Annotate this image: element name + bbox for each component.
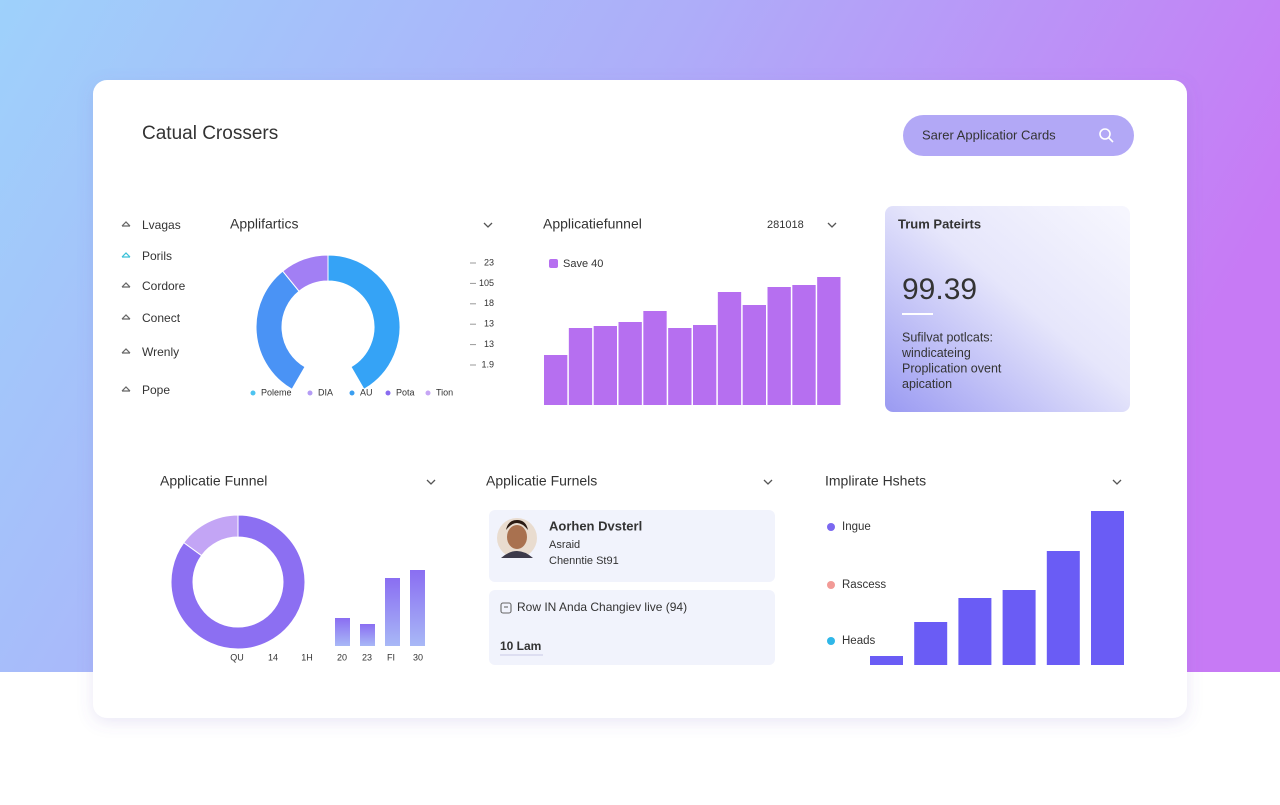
nav-item: Conect bbox=[142, 311, 181, 325]
person-name: Aorhen Dvsterl bbox=[549, 518, 642, 533]
panel-title: Applicatiefunnel bbox=[543, 216, 642, 232]
bar bbox=[792, 285, 816, 405]
item-card bbox=[489, 590, 775, 665]
bar bbox=[385, 578, 400, 646]
search-icon[interactable] bbox=[1099, 128, 1114, 143]
bar bbox=[693, 325, 717, 405]
tick-label: 18 bbox=[484, 298, 494, 308]
bar bbox=[870, 656, 903, 665]
nav-item: Pope bbox=[142, 383, 170, 397]
bar bbox=[568, 328, 593, 405]
bar bbox=[544, 355, 568, 405]
stat-value: 99.39 bbox=[902, 273, 977, 306]
bar bbox=[914, 622, 948, 665]
person-detail: Chenntie St91 bbox=[549, 555, 619, 567]
legend-swatch bbox=[549, 259, 558, 268]
person-card bbox=[489, 510, 775, 582]
ring-segment bbox=[183, 514, 239, 557]
nav-icon bbox=[121, 282, 131, 288]
bar bbox=[643, 311, 667, 405]
axis-label: 20 bbox=[337, 652, 347, 662]
legend-dot bbox=[827, 523, 835, 531]
bar bbox=[1046, 551, 1080, 665]
legend-dot bbox=[349, 390, 355, 396]
bar bbox=[958, 598, 992, 665]
nav-icon bbox=[121, 252, 131, 258]
ring-segment bbox=[170, 514, 306, 650]
nav-icon bbox=[121, 348, 131, 354]
tick-label: 23 bbox=[484, 257, 494, 267]
bar bbox=[767, 287, 791, 405]
nav-item: Porils bbox=[142, 249, 172, 263]
legend-dot bbox=[827, 581, 835, 589]
axis-label: 23 bbox=[362, 652, 372, 662]
nav-item: Cordore bbox=[142, 279, 186, 293]
legend-label: Ingue bbox=[842, 521, 871, 533]
nav-icon bbox=[121, 314, 131, 320]
axis-label: 30 bbox=[413, 652, 423, 662]
bar bbox=[817, 277, 841, 405]
legend-dot bbox=[385, 390, 391, 396]
legend-label: DIA bbox=[318, 387, 333, 397]
legend-label: Save 40 bbox=[563, 258, 603, 270]
bar bbox=[593, 326, 617, 405]
tick-label: 13 bbox=[484, 339, 494, 349]
bar bbox=[335, 618, 350, 646]
bar bbox=[668, 328, 692, 405]
person-role: Asraid bbox=[549, 539, 580, 551]
stat-text: windicateing bbox=[901, 346, 971, 360]
legend-label: Tion bbox=[436, 387, 453, 397]
bar bbox=[360, 624, 375, 646]
axis-label: QU bbox=[230, 652, 244, 662]
bar bbox=[410, 570, 425, 646]
legend-label: AU bbox=[360, 387, 373, 397]
legend-dot bbox=[250, 390, 256, 396]
nav-icon bbox=[121, 221, 131, 227]
stat-card bbox=[885, 206, 1130, 412]
nav-item: Wrenly bbox=[142, 345, 179, 359]
nav-icon bbox=[121, 386, 131, 392]
tick-label: 105 bbox=[479, 278, 494, 288]
legend-dot bbox=[827, 637, 835, 645]
stat-text: apication bbox=[902, 377, 952, 391]
search-box[interactable] bbox=[903, 115, 1134, 156]
tick-label: 1.9 bbox=[481, 359, 494, 369]
panel-title: Applicatie Funnel bbox=[160, 473, 267, 489]
chevrons[interactable] bbox=[426, 222, 1122, 485]
axis-label: 14 bbox=[268, 652, 278, 662]
panel-meta: 281018 bbox=[767, 219, 804, 231]
item-icon bbox=[500, 602, 512, 614]
tick-label: 13 bbox=[484, 319, 494, 329]
bar bbox=[717, 292, 742, 405]
panel-title: Applicatie Furnels bbox=[486, 473, 597, 489]
nav-item: Lvagas bbox=[142, 218, 181, 232]
legend-label: Rascess bbox=[842, 579, 886, 591]
page-title: Catual Crossers bbox=[142, 123, 278, 144]
legend-label: Poleme bbox=[261, 387, 292, 397]
panel-title: Applifartics bbox=[230, 216, 298, 232]
axis-label: FI bbox=[387, 652, 395, 662]
stat-text: Sufilvat potlcats: bbox=[902, 330, 993, 344]
item-time: 10 Lam bbox=[500, 639, 541, 653]
legend-label: Heads bbox=[842, 635, 875, 647]
legend-dot bbox=[307, 390, 313, 396]
bar bbox=[1002, 590, 1036, 665]
bar bbox=[1091, 511, 1124, 665]
panel-title: Trum Pateirts bbox=[898, 216, 981, 231]
bar bbox=[742, 305, 766, 405]
legend-label: Pota bbox=[396, 387, 415, 397]
item-text: Row IN Anda Changiev live (94) bbox=[517, 600, 687, 614]
legend-dot bbox=[425, 390, 431, 396]
avatar bbox=[497, 518, 537, 558]
axis-label: 1H bbox=[301, 652, 313, 662]
search-placeholder: Sarer Applicatior Cards bbox=[922, 127, 1056, 142]
stat-text: Proplication ovent bbox=[902, 361, 1002, 375]
bar bbox=[618, 322, 642, 405]
panel-title: Implirate Hshets bbox=[825, 473, 926, 489]
ring-segment bbox=[327, 254, 401, 391]
